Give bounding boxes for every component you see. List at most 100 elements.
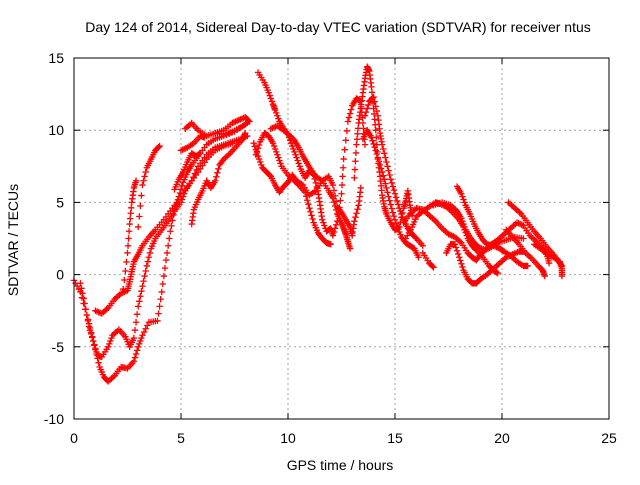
data-point — [383, 184, 390, 192]
data-point — [139, 282, 146, 290]
data-point — [122, 267, 129, 275]
data-point — [329, 232, 337, 239]
data-point — [254, 152, 262, 160]
data-point — [460, 220, 467, 228]
data-point — [184, 183, 191, 191]
data-point — [332, 206, 340, 214]
data-point — [494, 269, 501, 277]
y-tick-label: 5 — [56, 194, 64, 210]
data-point — [124, 249, 131, 257]
data-point — [415, 254, 422, 261]
data-point — [201, 159, 208, 166]
data-point — [142, 325, 149, 332]
data-point — [320, 219, 327, 226]
data-point — [136, 298, 143, 305]
data-point — [392, 220, 400, 227]
data-point — [387, 176, 394, 183]
data-point — [158, 288, 165, 296]
data-point — [133, 311, 141, 318]
data-point — [125, 235, 132, 242]
data-point — [340, 155, 347, 163]
data-point — [154, 317, 161, 325]
data-point — [177, 193, 185, 200]
data-point — [370, 140, 377, 148]
data-point — [266, 92, 274, 99]
data-point — [130, 358, 138, 365]
data-point — [277, 160, 284, 167]
data-point — [266, 172, 274, 179]
data-point — [275, 154, 282, 161]
data-point — [127, 210, 134, 217]
data-point — [253, 149, 261, 157]
data-point — [389, 209, 397, 216]
data-point — [493, 269, 500, 276]
data-point — [380, 145, 387, 153]
data-point — [341, 146, 348, 153]
data-point — [361, 141, 369, 148]
data-point — [229, 139, 236, 147]
data-point — [177, 186, 185, 193]
data-point — [391, 216, 399, 223]
x-tick-label: 0 — [70, 430, 78, 446]
data-point — [92, 345, 99, 352]
data-point — [342, 137, 349, 144]
data-point — [161, 264, 169, 272]
data-point — [168, 222, 175, 230]
data-point — [395, 201, 402, 208]
data-point — [458, 190, 465, 197]
data-point — [461, 199, 468, 206]
data-point — [369, 94, 376, 102]
data-point — [387, 201, 394, 208]
data-point — [351, 166, 359, 173]
data-point — [178, 182, 186, 189]
data-point — [332, 221, 340, 228]
data-point — [458, 215, 465, 222]
data-point — [368, 134, 375, 141]
data-point — [143, 262, 150, 270]
data-point — [255, 141, 263, 149]
data-point — [80, 295, 87, 302]
data-point — [392, 194, 400, 201]
data-point — [377, 165, 385, 172]
data-point — [451, 241, 459, 248]
data-point — [365, 101, 372, 109]
series-track-21 — [419, 249, 437, 271]
data-point — [293, 154, 300, 161]
x-axis-label: GPS time / hours — [287, 457, 394, 473]
data-point — [146, 249, 154, 257]
data-point — [93, 348, 100, 356]
data-point — [419, 242, 427, 249]
data-point — [156, 303, 163, 310]
series-track-10 — [212, 114, 253, 137]
data-point — [141, 272, 148, 280]
data-point — [132, 319, 140, 326]
data-point — [273, 148, 280, 156]
data-point — [252, 146, 260, 153]
data-point — [130, 334, 138, 342]
data-point — [251, 143, 259, 150]
data-point — [289, 142, 296, 150]
data-point — [288, 139, 295, 147]
data-point — [91, 341, 98, 348]
series-track-4 — [120, 177, 140, 293]
data-point — [155, 143, 162, 151]
data-point — [145, 254, 153, 261]
series-track-14 — [267, 122, 354, 252]
series-track-16 — [361, 93, 427, 249]
data-point — [371, 98, 378, 105]
data-point — [385, 167, 392, 174]
data-point — [327, 241, 334, 248]
data-point — [163, 249, 171, 257]
data-point — [459, 263, 466, 271]
data-point — [372, 147, 379, 154]
data-point — [82, 306, 89, 313]
data-point — [275, 115, 282, 122]
series-track-22 — [453, 183, 531, 270]
data-point — [370, 93, 377, 101]
data-point — [304, 197, 311, 204]
data-point — [374, 154, 382, 161]
data-point — [271, 145, 279, 153]
data-point — [139, 181, 146, 189]
